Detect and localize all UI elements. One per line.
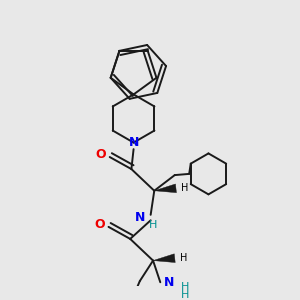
Text: H: H xyxy=(181,290,190,300)
Text: N: N xyxy=(164,276,174,289)
Text: O: O xyxy=(94,218,105,231)
Text: O: O xyxy=(96,148,106,161)
Polygon shape xyxy=(153,254,175,262)
Text: H: H xyxy=(149,220,157,230)
Polygon shape xyxy=(154,184,176,193)
Text: N: N xyxy=(134,211,145,224)
Text: H: H xyxy=(181,282,190,292)
Text: N: N xyxy=(128,136,139,149)
Text: H: H xyxy=(180,253,187,263)
Text: H: H xyxy=(181,183,188,193)
